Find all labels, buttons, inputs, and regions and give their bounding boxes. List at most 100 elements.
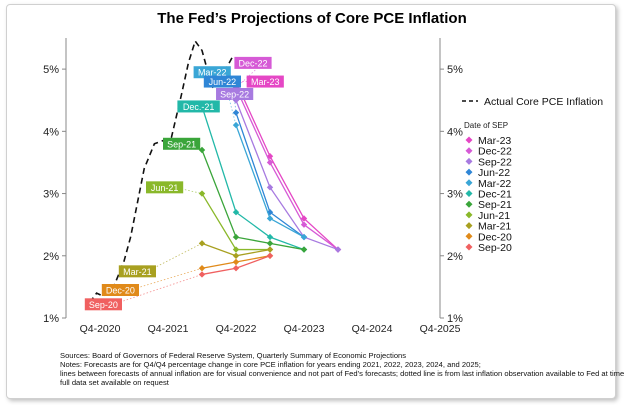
callout-box xyxy=(234,56,272,69)
series-point-Sep-20 xyxy=(232,265,240,272)
legend-label-Jun-21: Jun-21 xyxy=(478,210,510,222)
legend-swatch-Sep-22 xyxy=(465,157,473,165)
y-tick-label-left: 2% xyxy=(43,251,59,263)
series-point-Mar-21 xyxy=(232,252,240,259)
y-tick-label-right: 1% xyxy=(447,313,463,325)
legend-swatch-Dec-22 xyxy=(465,147,473,155)
series-point-Mar-22 xyxy=(300,233,308,241)
x-tick-label: Q4-2023 xyxy=(284,323,325,335)
y-tick-label-left: 3% xyxy=(43,189,59,201)
callout-label: Dec.-21 xyxy=(183,102,215,112)
series-point-Sep-21 xyxy=(266,240,274,247)
series-point-Sep-22 xyxy=(266,184,274,191)
series-point-Jun-21 xyxy=(232,246,240,253)
series-point-Jun-22 xyxy=(232,109,240,116)
series-point-Dec-21 xyxy=(232,209,240,216)
y-tick-label-left: 1% xyxy=(43,313,59,325)
callout-box xyxy=(163,137,201,150)
callout-box xyxy=(177,100,220,113)
series-point-Mar-21 xyxy=(198,240,206,247)
x-tick-label: Q4-2022 xyxy=(216,323,257,335)
x-tick-label: Q4-2020 xyxy=(80,323,121,335)
legend-swatch-Mar-21 xyxy=(465,222,473,230)
series-line-Sep-21 xyxy=(201,149,305,251)
legend-swatch-Mar-22 xyxy=(465,179,473,187)
legend-label-Dec-21: Dec-21 xyxy=(478,189,512,201)
callout-label: Jun-22 xyxy=(209,77,237,87)
chart-notes: Sources: Board of Governors of Federal R… xyxy=(60,351,624,387)
legend-swatch-Dec-21 xyxy=(465,190,473,197)
series-point-Sep-22 xyxy=(232,97,240,104)
series-point-Sep-21 xyxy=(198,146,206,154)
legend-swatch-Sep-20 xyxy=(465,243,473,251)
callout-connector xyxy=(113,274,203,305)
series-point-Mar-22 xyxy=(232,121,240,129)
series-point-Sep-22 xyxy=(334,246,342,253)
legend-swatch-Jun-21 xyxy=(465,211,473,219)
series-point-Sep-21 xyxy=(300,246,308,253)
legend-label-Jun-22: Jun-22 xyxy=(478,167,510,179)
series-point-Dec-22 xyxy=(266,159,274,166)
series-point-Mar-22 xyxy=(266,215,274,222)
callout-connector xyxy=(235,62,264,89)
y-tick-label-left: 5% xyxy=(43,64,59,76)
y-tick-label-right: 5% xyxy=(447,64,463,76)
legend-label-Mar-21: Mar-21 xyxy=(478,221,511,233)
callout-box xyxy=(146,181,184,194)
notes-sources: Sources: Board of Governors of Federal R… xyxy=(60,351,407,360)
callout-box xyxy=(216,88,254,100)
callout-box xyxy=(84,298,122,311)
callout-label: Mar-23 xyxy=(251,77,280,87)
legend-actual-label: Actual Core PCE Inflation xyxy=(484,96,603,108)
chart-title: The Fed’s Projections of Core PCE Inflat… xyxy=(157,10,467,27)
notes-line-3: full data set available on request xyxy=(60,378,169,387)
legend-label-Sep-20: Sep-20 xyxy=(478,242,512,254)
callout-box xyxy=(203,75,241,88)
legend-swatch-Sep-21 xyxy=(465,200,473,208)
y-tick-label-right: 2% xyxy=(447,251,463,263)
callout-box xyxy=(246,75,284,88)
callout-label: Dec-20 xyxy=(106,286,135,296)
callout-label: Jun-21 xyxy=(151,183,179,193)
callout-box xyxy=(101,284,139,296)
callout-label: Sep-20 xyxy=(89,300,118,310)
legend-label-Mar-22: Mar-22 xyxy=(478,178,511,190)
chart-frame xyxy=(6,4,616,399)
series-line-Sep-22 xyxy=(235,99,339,251)
series-point-Mar-21 xyxy=(266,246,274,253)
series-point-Sep-20 xyxy=(266,252,274,259)
x-tick-label: Q4-2025 xyxy=(420,323,461,335)
legend-swatch-Jun-22 xyxy=(465,168,473,176)
legend-label-Sep-22: Sep-22 xyxy=(478,156,512,168)
y-tick-label-right: 4% xyxy=(447,126,463,138)
y-tick-label-left: 4% xyxy=(43,126,59,138)
callout-box xyxy=(193,66,231,79)
legend-label-Dec-20: Dec-20 xyxy=(478,231,512,243)
callout-label: Mar-21 xyxy=(123,267,152,277)
legend-label-Dec-22: Dec-22 xyxy=(478,146,512,158)
x-tick-label: Q4-2024 xyxy=(352,323,393,335)
series-point-Mar-23 xyxy=(300,215,308,222)
callout-connector xyxy=(221,72,237,126)
series-point-Dec-22 xyxy=(300,221,308,228)
legend-label-Sep-21: Sep-21 xyxy=(478,199,512,211)
x-tick-label: Q4-2021 xyxy=(148,323,189,335)
notes-line-1: Notes: Forecasts are for Q4/Q4 percentag… xyxy=(60,360,481,369)
series-line-Dec-22 xyxy=(235,87,339,251)
legend-title: Date of SEP xyxy=(464,121,508,130)
y-tick-label-right: 3% xyxy=(447,189,463,201)
series-point-Dec-22 xyxy=(232,84,240,91)
series-point-Sep-21 xyxy=(232,233,240,241)
legend-label-Mar-23: Mar-23 xyxy=(478,135,511,147)
series-point-Sep-20 xyxy=(198,271,206,278)
callout-label: Mar-22 xyxy=(198,68,227,78)
callout-box xyxy=(118,265,156,278)
legend-swatch-Mar-23 xyxy=(465,136,473,144)
series-point-Dec-20 xyxy=(232,258,240,266)
series-point-Dec-21 xyxy=(266,233,274,241)
callout-label: Sep-22 xyxy=(220,90,249,100)
series-line-Dec-21 xyxy=(201,106,305,251)
callout-label: Dec-22 xyxy=(238,58,267,68)
callout-label: Sep-21 xyxy=(167,139,196,149)
